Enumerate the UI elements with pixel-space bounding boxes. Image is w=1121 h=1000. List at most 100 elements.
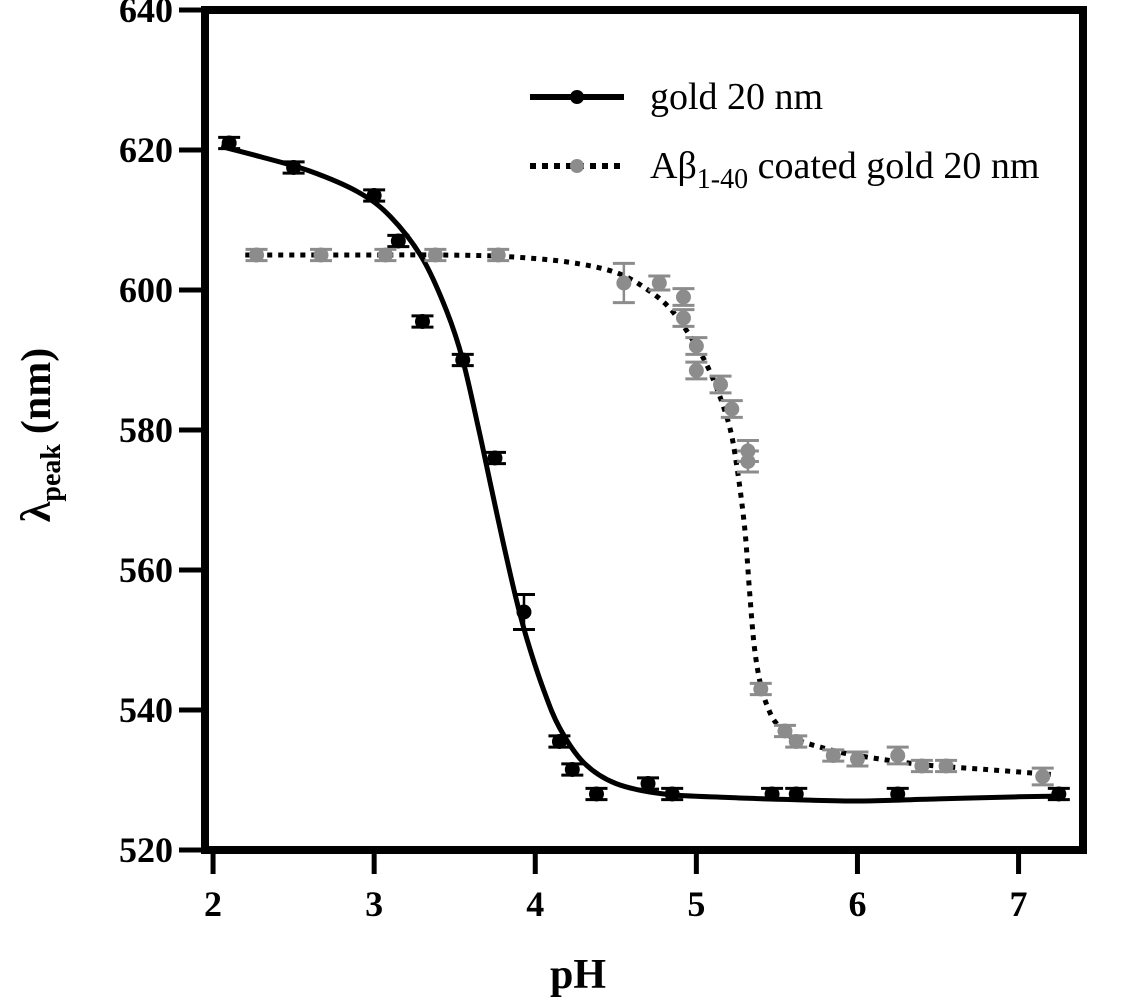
legend-label-main: Aβ xyxy=(650,145,697,187)
y-tick-label-540: 540 xyxy=(119,690,173,730)
point-series-2-10 xyxy=(685,336,708,356)
point-series-2-6 xyxy=(612,261,635,305)
marker xyxy=(221,135,237,151)
marker xyxy=(640,776,656,791)
point-series-2-21 xyxy=(886,745,909,766)
marker xyxy=(564,762,580,777)
marker xyxy=(651,275,667,291)
point-series-1-4 xyxy=(387,233,410,249)
y-axis-label-main: λ xyxy=(14,501,60,522)
point-series-2-15 xyxy=(736,449,759,474)
marker xyxy=(664,786,680,802)
marker xyxy=(713,377,729,392)
data-points xyxy=(218,135,1070,802)
legend-label-sub: 1-40 xyxy=(697,164,748,195)
point-series-2-11 xyxy=(685,360,708,381)
y-axis-label: λpeak (nm) xyxy=(14,348,67,523)
point-series-1-8 xyxy=(512,593,535,631)
point-series-2-7 xyxy=(648,274,671,292)
x-tick-label-7: 7 xyxy=(1010,884,1028,924)
point-series-2-5 xyxy=(487,247,510,263)
point-series-2-9 xyxy=(672,308,695,328)
point-series-1-11 xyxy=(585,786,608,802)
point-series-1-6 xyxy=(451,352,474,368)
marker xyxy=(490,247,506,263)
marker xyxy=(675,289,691,305)
point-series-2-22 xyxy=(910,758,933,774)
x-tick-label-6: 6 xyxy=(848,884,866,924)
point-series-2-20 xyxy=(846,750,869,768)
x-tick-label-2: 2 xyxy=(204,884,222,924)
point-series-2-16 xyxy=(749,681,772,697)
y-axis-label-unit: (nm) xyxy=(14,348,60,434)
point-series-2-1 xyxy=(245,247,268,263)
marker xyxy=(313,247,329,263)
marker xyxy=(938,758,954,774)
marker xyxy=(724,401,740,417)
marker xyxy=(890,748,906,763)
point-series-2-18 xyxy=(785,734,808,749)
y-tick-label-640: 640 xyxy=(119,0,173,30)
point-series-1-10 xyxy=(561,762,584,777)
marker xyxy=(825,748,841,763)
point-series-2-23 xyxy=(935,758,958,774)
marker xyxy=(849,751,865,767)
point-series-1-14 xyxy=(761,786,784,802)
x-tick-label-3: 3 xyxy=(365,884,383,924)
point-series-1-2 xyxy=(282,160,305,175)
marker xyxy=(1051,786,1067,802)
x-tick-label-5: 5 xyxy=(687,884,705,924)
marker xyxy=(753,681,769,697)
y-tick-label-520: 520 xyxy=(119,830,173,870)
point-series-1-15 xyxy=(785,786,808,802)
legend-label-suffix: coated gold 20 nm xyxy=(748,145,1039,187)
marker xyxy=(764,786,780,802)
point-series-1-16 xyxy=(886,786,909,802)
y-tick-label-560: 560 xyxy=(119,550,173,590)
y-axis-label-sub: peak xyxy=(36,444,67,502)
marker xyxy=(1035,769,1051,784)
point-series-2-13 xyxy=(720,399,743,419)
marker xyxy=(487,450,503,466)
marker xyxy=(414,314,430,329)
legend-label-series-2: Aβ1-40 coated gold 20 nm xyxy=(650,145,1039,195)
plot-frame xyxy=(201,6,1087,854)
point-series-2-2 xyxy=(309,247,332,263)
point-series-1-7 xyxy=(483,450,506,466)
point-series-2-3 xyxy=(374,247,397,263)
point-series-2-19 xyxy=(822,748,845,763)
marker xyxy=(286,160,302,175)
marker xyxy=(516,604,532,620)
legend-marker-series-1 xyxy=(570,90,584,104)
marker xyxy=(675,310,691,326)
marker xyxy=(366,188,382,203)
fit-line-series-1 xyxy=(220,144,1059,804)
marker xyxy=(249,247,265,263)
point-series-2-8 xyxy=(672,287,695,307)
point-series-2-12 xyxy=(709,374,732,395)
y-tick-label-580: 580 xyxy=(119,410,173,450)
marker xyxy=(427,247,443,263)
point-series-1-17 xyxy=(1047,786,1070,802)
legend-marker-series-2 xyxy=(570,159,584,173)
legend-label-main: gold 20 nm xyxy=(650,76,823,118)
marker xyxy=(377,247,393,263)
point-series-1-1 xyxy=(218,135,241,151)
point-series-1-3 xyxy=(363,188,386,203)
point-series-2-4 xyxy=(424,247,447,263)
point-series-2-24 xyxy=(1031,766,1054,787)
marker xyxy=(616,275,632,291)
plot-border xyxy=(201,6,1087,854)
marker xyxy=(390,233,406,249)
marker xyxy=(890,786,906,802)
x-tick-label-4: 4 xyxy=(526,884,544,924)
point-series-1-13 xyxy=(661,786,684,802)
fit-curves xyxy=(220,144,1059,804)
x-axis-ticks: 2 3 4 5 6 7 xyxy=(204,850,1028,924)
marker xyxy=(740,454,756,469)
point-series-1-12 xyxy=(637,776,660,791)
marker xyxy=(914,758,930,774)
marker xyxy=(455,352,471,368)
marker xyxy=(688,363,704,378)
